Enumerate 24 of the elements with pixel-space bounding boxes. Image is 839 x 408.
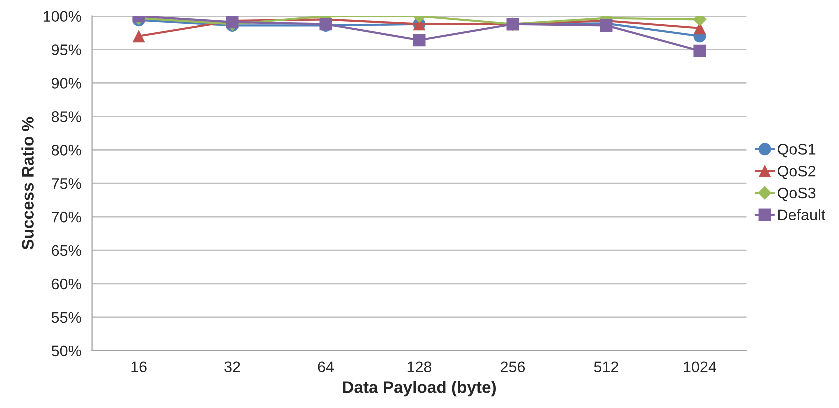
x-tick-label: 128 bbox=[408, 362, 432, 373]
x-tick-label: 32 bbox=[224, 362, 240, 373]
x-tick-label: 256 bbox=[501, 362, 526, 373]
legend-label: Default bbox=[778, 209, 826, 221]
y-tick-label: 60% bbox=[52, 278, 82, 290]
y-tick-label: 70% bbox=[52, 212, 82, 223]
y-tick-label: 95% bbox=[52, 44, 82, 56]
y-tick-label: 65% bbox=[52, 245, 82, 256]
y-tick-label: 80% bbox=[52, 145, 82, 156]
x-axis-title: Data Payload (byte) bbox=[343, 381, 496, 397]
legend-label: QoS1 bbox=[778, 144, 816, 158]
legend-label: QoS2 bbox=[778, 166, 816, 180]
y-tick-label: 90% bbox=[52, 78, 82, 89]
legend-label: QoS3 bbox=[778, 188, 816, 202]
y-tick-label: 50% bbox=[52, 346, 82, 357]
x-tick-label: 64 bbox=[318, 362, 334, 373]
y-tick-label: 55% bbox=[52, 312, 82, 324]
x-tick-label: 16 bbox=[132, 362, 147, 373]
x-tick-label: 512 bbox=[594, 362, 618, 373]
x-tick-label: 1024 bbox=[684, 362, 717, 373]
y-tick-label: 100% bbox=[44, 11, 82, 22]
y-tick-label: 85% bbox=[52, 112, 82, 122]
y-tick-label: 75% bbox=[52, 178, 82, 190]
y-axis-title: Success Ratio % bbox=[22, 117, 34, 250]
